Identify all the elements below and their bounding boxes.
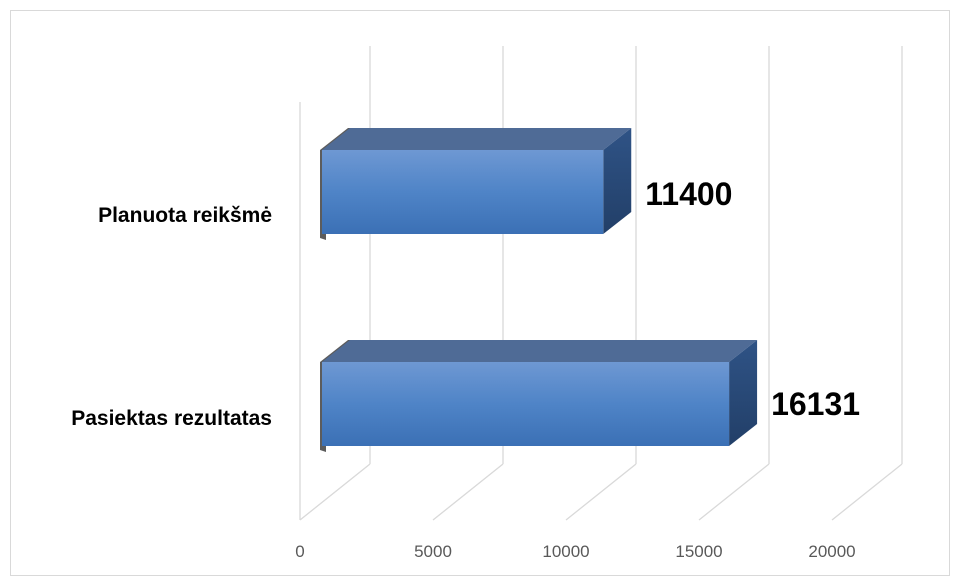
x-tick-label: 0 xyxy=(295,542,304,561)
data-labels: 11400 16131 xyxy=(645,176,860,422)
category-label: Pasiektas rezultatas xyxy=(71,407,272,430)
x-axis-tick-labels: 0 5000 10000 15000 20000 xyxy=(295,542,855,561)
gridline-floor xyxy=(831,463,903,521)
x-tick-label: 20000 xyxy=(808,542,855,561)
gridline-floor xyxy=(432,463,504,521)
x-tick-label: 15000 xyxy=(675,542,722,561)
bars xyxy=(320,128,758,452)
data-label: 16131 xyxy=(771,386,860,422)
data-label: 11400 xyxy=(645,176,732,212)
bar-front-2 xyxy=(322,362,730,446)
x-tick-label: 10000 xyxy=(542,542,589,561)
x-tick-label: 5000 xyxy=(414,542,452,561)
gridline-floor xyxy=(565,463,637,521)
bar-top-face xyxy=(322,128,632,150)
bar-front-1 xyxy=(322,150,604,234)
bar-side-face xyxy=(729,340,758,446)
category-labels: Planuota reikšmė Pasiektas rezultatas xyxy=(71,204,272,430)
bar-side-face xyxy=(603,128,632,234)
bar-top-face xyxy=(322,340,758,362)
gridlines xyxy=(299,46,903,521)
gridline-floor xyxy=(299,463,371,521)
category-label: Planuota reikšmė xyxy=(98,204,272,227)
gridline-floor xyxy=(698,463,770,521)
